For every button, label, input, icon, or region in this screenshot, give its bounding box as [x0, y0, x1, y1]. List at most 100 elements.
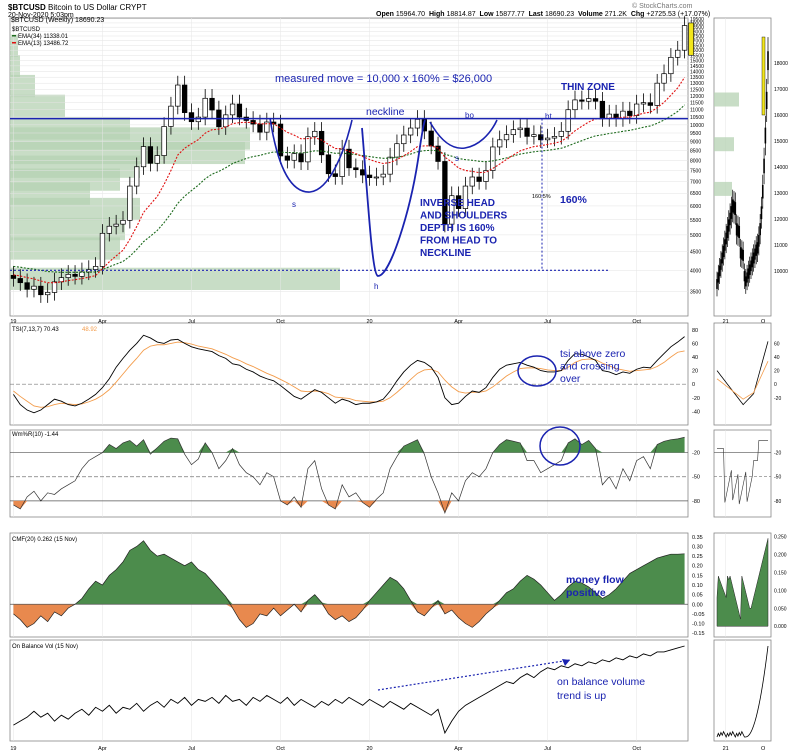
hs-annotation-line: INVERSE HEAD: [420, 198, 495, 209]
candle-body: [318, 130, 325, 156]
ohlc-readout: Open 15964.70 High 18814.87 Low 15877.77…: [376, 11, 711, 18]
candle-body: [517, 127, 523, 131]
tsi-side-frame: [713, 322, 772, 426]
side-volume-profile-bar: [714, 92, 739, 107]
side-candle-body: [758, 235, 760, 247]
candle-body: [202, 97, 208, 118]
thin-zone-annotation: THIN ZONE: [561, 82, 615, 93]
wr-tick-label: -20: [692, 451, 700, 457]
head-curve: [361, 119, 426, 277]
price-x-tick-label: Apr: [98, 319, 107, 325]
side-tsi-tick-label: 20: [774, 369, 780, 375]
left-shoulder-label: s: [292, 200, 296, 209]
candle-body: [168, 105, 174, 127]
bottom-x-tick-label: Apr: [454, 746, 463, 752]
price-tick-label: 17500: [690, 34, 704, 40]
candle-body: [127, 185, 133, 221]
side-wr-line: [717, 440, 768, 505]
tsi-tick-label: 80: [692, 328, 698, 334]
candle-body: [647, 102, 653, 106]
legend-ema13-swatch: [12, 42, 16, 44]
candle-body: [531, 134, 537, 137]
candle-body: [394, 143, 400, 158]
obv-legend: On Balance Vol (15 Nov): [12, 644, 78, 650]
tsi-tick-label: -40: [692, 409, 700, 415]
candle-body: [51, 281, 58, 293]
volume-profile-bar: [10, 117, 130, 140]
wr-tick-label: -50: [692, 475, 700, 481]
tsi-signal-legend: 48.92: [82, 327, 98, 333]
candle-body: [113, 223, 119, 227]
candle-body: [277, 123, 284, 157]
right-shoulder-curve: [429, 119, 498, 149]
price-tick-label: 19000: [690, 21, 704, 27]
side-candle-body: [727, 219, 730, 232]
cmf-tick-label: -0.10: [692, 622, 705, 628]
candle-body: [65, 273, 71, 278]
side-price-tick-label: 10000: [774, 269, 788, 275]
bottom-x-tick-label: Jul: [188, 746, 195, 752]
price-tick-label: 11000: [690, 108, 704, 114]
cmf-tick-label: -0.05: [692, 612, 705, 618]
candle-body: [544, 137, 551, 141]
candle-body: [284, 155, 291, 161]
candle-body: [490, 146, 496, 171]
price-tick-label: 5000: [690, 233, 701, 239]
neckline-annotation: neckline: [366, 106, 405, 118]
cmf-annotation-line: money flow: [566, 574, 625, 586]
side-candle-body: [748, 264, 751, 275]
price-tick-label: 19500: [690, 17, 704, 23]
volume-profile-bar: [10, 55, 20, 78]
candle-body: [414, 119, 421, 129]
candle-body: [455, 195, 462, 209]
tsi-annotation-line: over: [560, 373, 581, 385]
measured-move-annotation: measured move = 10,000 x 160% = $26,000: [275, 73, 492, 85]
candle-body: [92, 266, 99, 270]
candle-body: [599, 100, 606, 119]
price-tick-label: 15000: [690, 58, 704, 64]
bottom-x-tick-label: Oct: [276, 746, 285, 752]
candle-body: [675, 49, 681, 58]
volume-profile-bar: [10, 217, 125, 241]
side-candle-body: [721, 252, 724, 264]
candle-body: [291, 153, 297, 161]
cmf-line: [13, 540, 685, 628]
candle-body: [175, 84, 181, 107]
side-price-group: [714, 37, 769, 297]
candle-body: [181, 84, 188, 113]
candle-body: [236, 103, 243, 118]
price-tick-label: 14000: [690, 69, 704, 75]
side-volume-profile-bar: [714, 137, 734, 152]
price-tick-label: 8500: [690, 149, 701, 155]
price-tick-label: 4000: [690, 268, 701, 274]
side-candle-body: [718, 265, 721, 277]
candle-body: [209, 97, 215, 111]
price-tick-label: 12500: [690, 87, 704, 93]
price-x-tick-label: Jul: [544, 319, 551, 325]
bottom-x-tick-label: 21: [723, 746, 729, 752]
price-tick-label: 3500: [690, 290, 701, 296]
side-cmf-tick-label: 0.250: [774, 535, 787, 541]
side-candle-body: [764, 127, 767, 144]
cmf-legend: CMF(20) 0.262 (15 Nov): [12, 537, 77, 543]
legend-ema13: EMA(13) 13486.72: [18, 41, 69, 47]
price-x-tick-label: Apr: [454, 319, 463, 325]
candle-body: [264, 121, 270, 133]
side-obv-line: [716, 645, 769, 739]
price-x-tick-label: Jul: [188, 319, 195, 325]
candle-body: [346, 148, 352, 169]
side-candle-body: [733, 200, 735, 214]
side-candle-body: [765, 91, 768, 110]
side-candle-body: [760, 206, 763, 220]
cmf-tick-label: 0.35: [692, 535, 703, 541]
cmf-tick-label: 0.20: [692, 564, 703, 570]
price-x-tick-label: 20: [366, 319, 372, 325]
candle-body: [154, 155, 160, 164]
side-wr-tick-label: -20: [774, 451, 781, 457]
candle-body: [257, 123, 263, 133]
candle-body: [58, 277, 65, 283]
price-tick-label: 7000: [690, 179, 701, 185]
side-candle-body: [744, 276, 747, 287]
side-candle-body: [755, 244, 758, 256]
